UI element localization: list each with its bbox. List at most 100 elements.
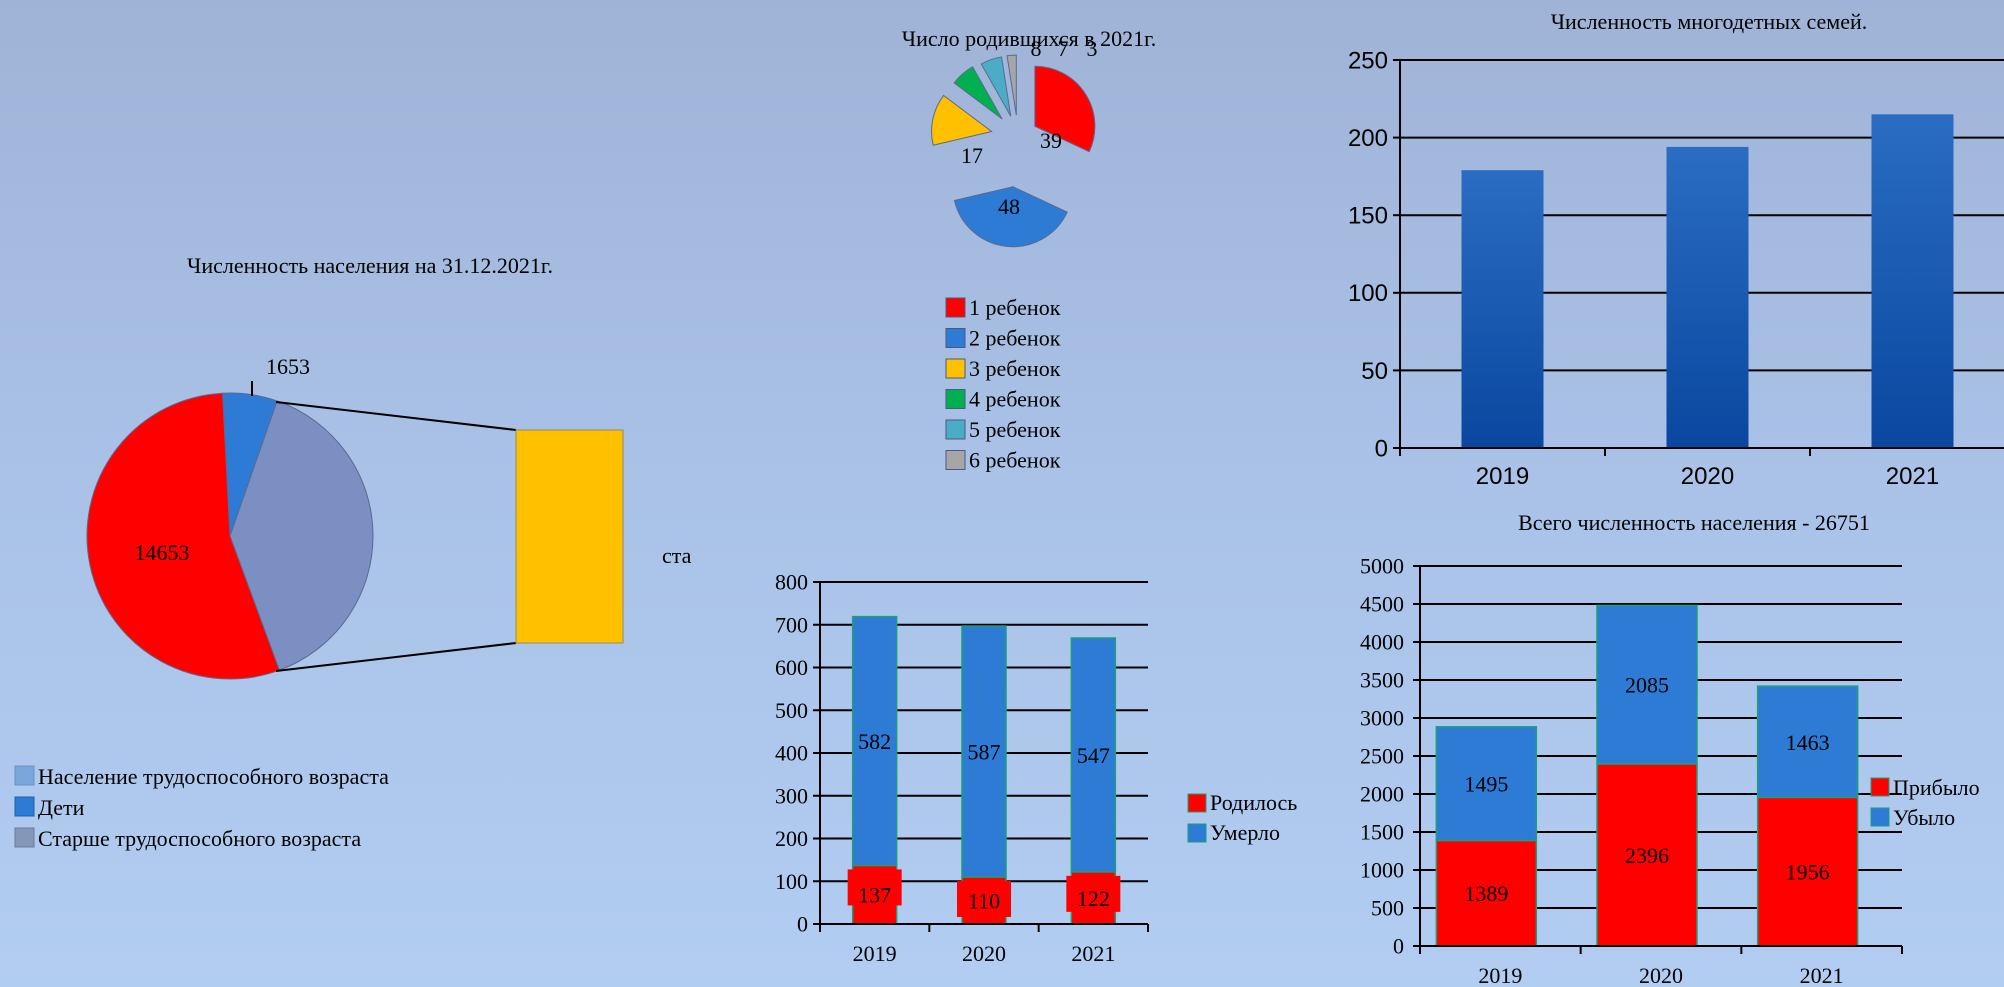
bar-segment — [1596, 763, 1698, 947]
bar-segment — [1435, 726, 1538, 842]
legend-swatch — [1187, 823, 1207, 843]
data-label: 1956 — [1786, 860, 1830, 885]
migration-stacked-chart: Всего численность населения - 26751 1389… — [1360, 510, 1980, 987]
x-tick-label: 2020 — [1681, 463, 1734, 490]
legend-label: Дети — [38, 795, 85, 820]
x-tick-label: 2020 — [1639, 963, 1683, 987]
legend-swatch — [945, 419, 966, 440]
births-deaths-bars: 137 582 110 587 122 547 — [847, 615, 1121, 925]
migration-chart-title: Всего численность населения - 26751 — [1518, 510, 1870, 535]
bar-segment — [1070, 637, 1117, 873]
y-tick-label: 0 — [1375, 435, 1388, 462]
data-label-box — [847, 869, 902, 906]
data-label: 122 — [1077, 886, 1110, 911]
bar — [1666, 146, 1749, 449]
y-tick-label: 800 — [775, 570, 808, 595]
migration-axes: 0 500 1000 1500 2000 2500 3000 3500 4000 4500 5000… — [1360, 554, 1903, 987]
y-tick-label: 600 — [775, 655, 808, 680]
legend-label: Родилось — [1210, 790, 1297, 815]
y-tick-label: 1500 — [1360, 820, 1404, 845]
data-label: 547 — [1077, 743, 1110, 768]
x-tick-label: 2021 — [1800, 963, 1844, 987]
legend-swatch — [14, 796, 35, 817]
data-label: 1495 — [1464, 772, 1508, 797]
pie-slice-label: 8 — [1031, 36, 1042, 61]
x-tick-label: 2020 — [962, 941, 1006, 966]
large-families-chart-title: Численность многодетных семей. — [1551, 9, 1868, 34]
y-tick-label: 400 — [775, 741, 808, 766]
legend-label: 4 ребенок — [969, 387, 1061, 412]
births-legend: 1 ребенок 2 ребенок 3 ребенок 4 ребенок 5 ре… — [945, 295, 1061, 473]
legend-label: 2 ребенок — [969, 326, 1061, 351]
large-families-axes: 0 50 100 150 200 250 2019 2020 2021 — [1348, 47, 2004, 490]
y-tick-label: 700 — [775, 612, 808, 637]
pie-slice — [953, 186, 1068, 248]
pie-slice — [1006, 54, 1017, 116]
y-tick-label: 300 — [775, 783, 808, 808]
population-child-label: 1653 — [266, 354, 310, 379]
legend-swatch — [945, 297, 966, 318]
legend-label: 1 ребенок — [969, 295, 1061, 320]
pie-slice — [953, 66, 1003, 120]
legend-swatch — [1187, 793, 1207, 813]
legend-swatch — [1870, 807, 1890, 827]
pie-slice — [1034, 65, 1096, 153]
legend-label: 3 ребенок — [969, 356, 1061, 381]
y-tick-label: 3000 — [1360, 706, 1404, 731]
bar-segment — [961, 625, 1007, 878]
data-label: 137 — [858, 883, 891, 908]
y-tick-label: 250 — [1348, 47, 1388, 74]
y-tick-label: 5000 — [1360, 554, 1404, 579]
x-tick-label: 2021 — [1071, 941, 1115, 966]
legend-swatch — [945, 450, 966, 470]
y-tick-label: 4500 — [1360, 592, 1404, 617]
legend-label: 6 ребенок — [969, 448, 1061, 473]
y-tick-label: 200 — [1348, 125, 1388, 152]
bar-segment — [851, 615, 898, 867]
pie-slice — [86, 392, 281, 680]
population-breakout-connector-bottom — [275, 642, 517, 672]
bar-segment — [1756, 685, 1859, 799]
population-breakout-connector-top — [275, 401, 517, 431]
y-tick-label: 50 — [1361, 358, 1388, 385]
y-tick-label: 0 — [797, 912, 808, 937]
pie-slice-label: 3 — [1087, 36, 1098, 61]
legend-swatch — [945, 358, 966, 379]
births-deaths-axes: 0 100 200 300 400 500 600 700 800 2019 2020 2021 — [775, 570, 1149, 966]
pie-slice — [229, 400, 374, 671]
data-label: 1389 — [1464, 881, 1508, 906]
legend-label: Прибыло — [1893, 775, 1980, 800]
legend-label: Старше трудоспособного возраста — [38, 826, 361, 851]
pie-slice-label: 39 — [1040, 128, 1062, 153]
large-families-bar-chart: Численность многодетных семей. 0 50 100 150… — [1348, 9, 2004, 490]
legend-swatch — [14, 765, 35, 786]
legend-label: Умерло — [1210, 820, 1280, 845]
data-label: 582 — [858, 729, 891, 754]
births-deaths-stacked-chart: 137 582 110 587 122 547 0 100 200 300 400 500 600 70… — [775, 570, 1297, 966]
y-tick-label: 500 — [1371, 896, 1404, 921]
y-tick-label: 150 — [1348, 203, 1388, 230]
migration-legend: Прибыло Убыло — [1870, 775, 1980, 830]
y-tick-label: 1000 — [1360, 858, 1404, 883]
legend-label: Население трудоспособного возраста — [38, 764, 389, 789]
x-tick-label: 2019 — [1476, 463, 1529, 490]
pie-slice-label: 7 — [1058, 36, 1069, 61]
pie-slice — [980, 56, 1012, 117]
bar-segment — [1435, 839, 1538, 947]
births-chart-title: Число родившихся в 2021г. — [902, 26, 1156, 51]
data-label: 2085 — [1625, 673, 1669, 698]
pie-slice-label: 48 — [998, 194, 1020, 219]
births-pie-chart: Число родившихся в 2021г. 39 48 17 8 7 3 1 ре… — [902, 26, 1156, 473]
data-label-box — [957, 880, 1011, 917]
births-pie-slices — [931, 54, 1096, 248]
x-tick-label: 2019 — [853, 941, 897, 966]
legend-swatch — [945, 389, 966, 409]
y-tick-label: 100 — [1348, 280, 1388, 307]
population-legend: Население трудоспособного возраста Дети … — [14, 764, 389, 851]
x-tick-label: 2021 — [1886, 463, 1939, 490]
x-tick-label: 2019 — [1478, 963, 1522, 987]
legend-swatch — [1870, 777, 1890, 797]
bar — [1461, 170, 1544, 448]
births-pie-labels: 39 48 17 8 7 3 — [961, 36, 1098, 219]
